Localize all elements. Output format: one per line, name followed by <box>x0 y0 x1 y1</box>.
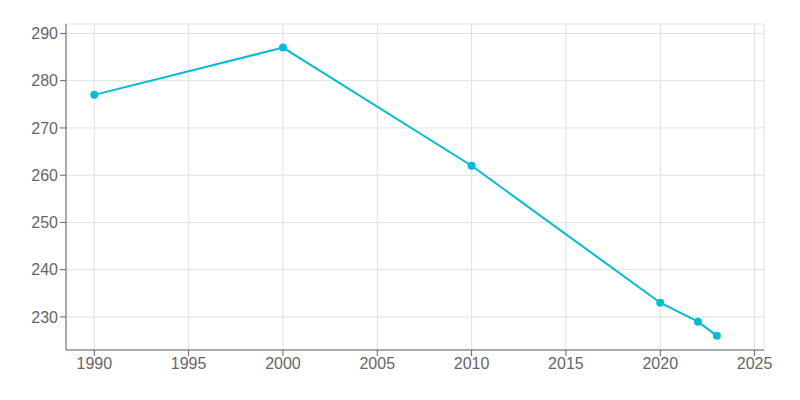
svg-text:250: 250 <box>31 214 58 231</box>
svg-text:2025: 2025 <box>737 355 773 372</box>
svg-text:290: 290 <box>31 25 58 42</box>
svg-text:1990: 1990 <box>77 355 113 372</box>
svg-text:230: 230 <box>31 309 58 326</box>
svg-text:2000: 2000 <box>265 355 301 372</box>
svg-text:270: 270 <box>31 120 58 137</box>
svg-text:280: 280 <box>31 72 58 89</box>
svg-text:2015: 2015 <box>548 355 584 372</box>
svg-text:2020: 2020 <box>642 355 678 372</box>
svg-text:1995: 1995 <box>171 355 207 372</box>
svg-text:2010: 2010 <box>454 355 490 372</box>
svg-text:240: 240 <box>31 261 58 278</box>
svg-text:260: 260 <box>31 167 58 184</box>
svg-text:2005: 2005 <box>359 355 395 372</box>
